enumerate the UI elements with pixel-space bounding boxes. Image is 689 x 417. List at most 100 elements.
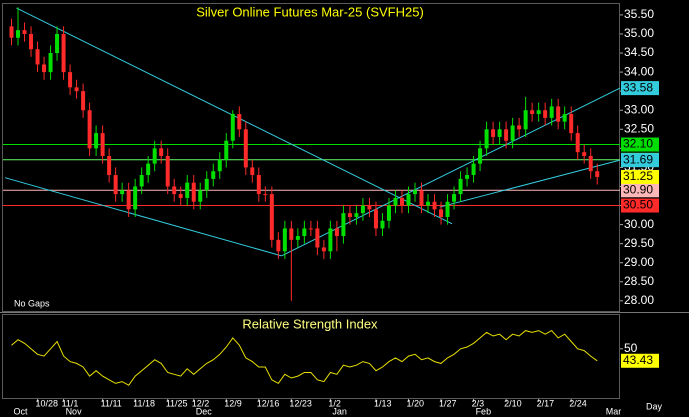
gap-note: No Gaps [14, 298, 50, 308]
rsi-title: Relative Strength Index [242, 316, 378, 331]
candle-body [497, 129, 502, 137]
last-price-label-bg [621, 169, 659, 184]
candle-body [595, 171, 600, 177]
x-tick-label: 2/24 [569, 398, 587, 408]
candle-body [48, 53, 53, 73]
month-label: Nov [66, 406, 83, 416]
x-tick-label: 11/1 [62, 398, 79, 408]
candle-body [380, 220, 385, 229]
x-tick-label: 12/2 [192, 398, 210, 408]
x-tick-label: 1/2 [328, 398, 341, 408]
trend-label-bg [621, 81, 659, 96]
candle-body [510, 125, 515, 141]
candle-body [133, 186, 138, 210]
candle-body [419, 190, 424, 206]
x-tick-label: 12/16 [257, 398, 280, 408]
candle-body [543, 110, 548, 118]
rsi-last-label-bg [621, 353, 659, 368]
x-tick-label: 10/28 [36, 398, 59, 408]
candle-body [575, 133, 580, 153]
candle-body [289, 228, 294, 240]
candle-body [504, 129, 509, 141]
candle-body [367, 205, 372, 210]
month-label: Jan [332, 406, 347, 416]
candle-body [328, 228, 333, 252]
candle-body [582, 152, 587, 156]
candle-body [360, 205, 365, 214]
candle-body [413, 190, 417, 195]
candle-body [120, 190, 125, 195]
candle-body [295, 236, 300, 240]
candle-body [146, 163, 151, 176]
candle-body [276, 239, 281, 252]
candle-body [491, 129, 496, 137]
candle-body [484, 129, 489, 149]
candle-body [74, 87, 79, 92]
y-tick-label: 28.00 [624, 293, 654, 307]
level-label: 30.50 [623, 198, 653, 212]
candle-body [256, 175, 261, 195]
candle-body [588, 155, 593, 172]
candle-body [61, 33, 66, 73]
candle-body [341, 213, 346, 237]
candle-body [426, 201, 431, 206]
candle-body [9, 26, 14, 38]
y-tick-label: 29.50 [624, 236, 654, 250]
x-tick-label: 12/9 [224, 398, 242, 408]
y-tick-label: 34.00 [624, 64, 654, 78]
candle-body [55, 33, 60, 54]
candle-body [113, 175, 118, 195]
candle-body [250, 167, 255, 176]
x-tick-label: 1/27 [439, 398, 457, 408]
candle-body [458, 178, 463, 195]
candle-body [452, 194, 457, 202]
candle-body [302, 228, 307, 237]
y-tick-label: 33.00 [624, 102, 654, 116]
rsi-panel-frame [2, 314, 620, 399]
candle-body [139, 175, 144, 187]
candle-body [191, 182, 196, 202]
x-tick-label: 1/20 [406, 398, 424, 408]
candle-body [68, 72, 73, 88]
trend-line [4, 177, 282, 257]
candle-body [237, 114, 242, 130]
price-panel-frame [2, 3, 620, 312]
candle-body [530, 110, 535, 115]
candle-body [217, 159, 222, 172]
candle-body [198, 190, 203, 202]
candle-body [94, 133, 99, 149]
rsi-line [11, 329, 598, 386]
rsi-last-label: 43.43 [623, 353, 653, 367]
candle-body [517, 125, 522, 130]
candle-body [282, 228, 287, 252]
y-tick-label: 30.00 [624, 217, 654, 231]
candle-body [393, 197, 398, 206]
candle-body [549, 106, 554, 118]
candle-body [81, 91, 86, 111]
candle-body [42, 64, 47, 73]
candle-body [211, 171, 216, 179]
chart-title: Silver Online Futures Mar-25 (SVFH25) [196, 4, 424, 19]
month-label: Mar [606, 406, 622, 416]
level-label: 30.90 [623, 182, 653, 196]
y-tick-label: 29.00 [624, 255, 654, 269]
month-label: Feb [476, 406, 492, 416]
trend-label: 33.58 [623, 80, 653, 94]
x-unit-label: Day [646, 401, 663, 411]
candle-body [465, 175, 470, 179]
candle-body [556, 106, 561, 122]
x-tick-label: 2/10 [504, 398, 522, 408]
candle-body [230, 114, 235, 141]
candle-body [347, 213, 352, 217]
last-price-label: 31.25 [623, 169, 653, 183]
candle-body [406, 194, 411, 206]
trend-label-bg [621, 153, 659, 168]
candle-body [523, 110, 528, 130]
candle-body [569, 114, 574, 134]
candle-body [29, 33, 34, 50]
x-tick-label: 2/3 [472, 398, 485, 408]
x-tick-label: 2/17 [537, 398, 555, 408]
